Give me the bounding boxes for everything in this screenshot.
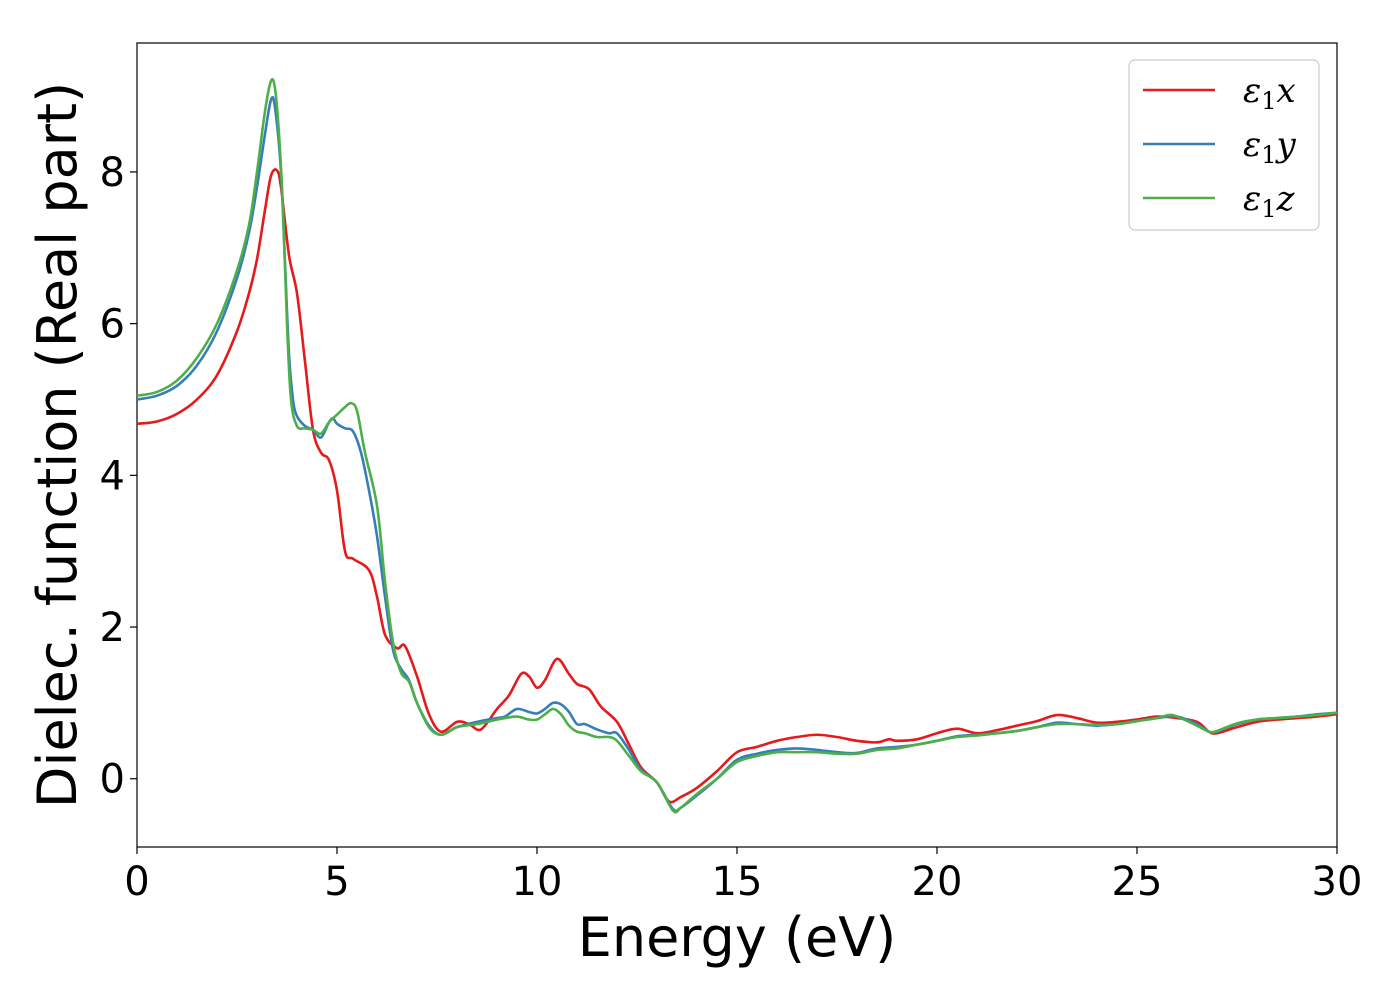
- legend-label-2: ε1y: [1243, 125, 1297, 169]
- y-tick-label: 4: [100, 453, 125, 499]
- x-axis-label: Energy (eV): [578, 906, 897, 969]
- legend: ε1x ε1y ε1z: [1128, 59, 1320, 231]
- series-line-1: [136, 168, 1338, 804]
- x-tick-label: 30: [1312, 859, 1363, 905]
- x-tick-label: 15: [712, 859, 763, 905]
- legend-box: [1128, 59, 1320, 231]
- x-tick-label: 25: [1112, 859, 1163, 905]
- x-axis: 0 5 10 15 20 25 30: [124, 847, 1362, 905]
- x-tick-label: 20: [912, 859, 963, 905]
- legend-label-3: ε1z: [1243, 179, 1296, 223]
- x-tick-label: 0: [124, 859, 149, 905]
- y-tick-label: 6: [100, 302, 125, 348]
- y-tick-label: 8: [100, 150, 125, 196]
- legend-label-1: ε1x: [1243, 71, 1296, 115]
- series-line-2: [136, 95, 1338, 813]
- y-tick-label: 0: [100, 757, 125, 803]
- y-axis-label: Dielec. function (Real part): [26, 82, 89, 808]
- y-tick-label: 2: [100, 605, 125, 651]
- x-tick-label: 5: [324, 859, 349, 905]
- x-tick-label: 10: [512, 859, 563, 905]
- series-line-3: [136, 77, 1338, 814]
- series-layer: [136, 77, 1338, 814]
- y-axis: 0 2 4 6 8: [100, 150, 137, 803]
